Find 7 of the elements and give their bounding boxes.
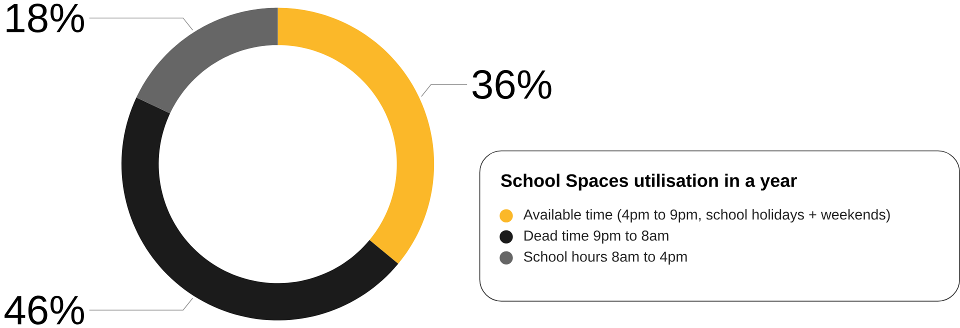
- data-label: 18%: [6, 3, 84, 32]
- data-label: 46%: [4, 296, 84, 325]
- data-label: 36%: [472, 70, 552, 99]
- legend-title: School Spaces utilisation in a year: [500, 174, 797, 190]
- legend-label: School hours 8am to 4pm: [524, 251, 687, 265]
- legend-label: Dead time 9pm to 8am: [524, 230, 668, 244]
- legend-label: Available time (4pm to 9pm, school holidays + weekends): [523, 208, 890, 222]
